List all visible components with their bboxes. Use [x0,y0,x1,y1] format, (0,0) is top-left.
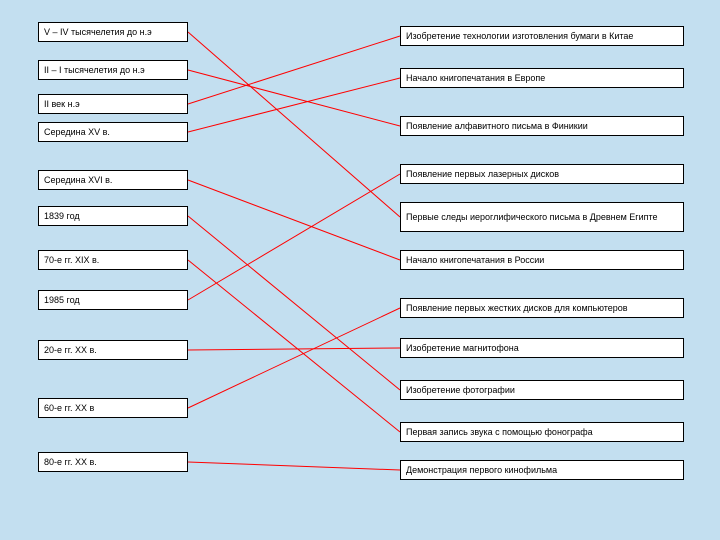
connection-8 [188,348,400,350]
connection-10 [188,462,400,470]
right-item-1: Начало книгопечатания в Европе [400,68,684,88]
left-item-5: 1839 год [38,206,188,226]
left-item-label: 80-е гг. XX в. [44,457,97,467]
right-item-label: Изобретение технологии изготовления бума… [406,31,633,41]
left-item-label: 70-е гг. XIX в. [44,255,99,265]
right-item-6: Появление первых жестких дисков для комп… [400,298,684,318]
right-item-0: Изобретение технологии изготовления бума… [400,26,684,46]
connection-9 [188,308,400,408]
right-item-label: Изобретение магнитофона [406,343,519,353]
right-item-3: Появление первых лазерных дисков [400,164,684,184]
right-item-label: Изобретение фотографии [406,385,515,395]
right-item-label: Первая запись звука с помощью фонографа [406,427,593,437]
connection-6 [188,260,400,432]
left-item-7: 1985 год [38,290,188,310]
right-item-9: Первая запись звука с помощью фонографа [400,422,684,442]
left-item-label: V – IV тысячелетия до н.э [44,27,152,37]
connection-7 [188,174,400,300]
connection-3 [188,78,400,132]
left-item-6: 70-е гг. XIX в. [38,250,188,270]
connection-4 [188,180,400,260]
left-item-label: Середина XV в. [44,127,110,137]
right-item-4: Первые следы иероглифического письма в Д… [400,202,684,232]
right-item-5: Начало книгопечатания в России [400,250,684,270]
connection-5 [188,216,400,390]
left-item-label: II век н.э [44,99,80,109]
connection-1 [188,70,400,126]
connection-2 [188,36,400,104]
right-item-label: Первые следы иероглифического письма в Д… [406,212,658,222]
right-item-8: Изобретение фотографии [400,380,684,400]
left-item-label: 60-е гг. XX в [44,403,94,413]
left-item-2: II век н.э [38,94,188,114]
right-item-2: Появление алфавитного письма в Финикии [400,116,684,136]
left-item-1: II – I тысячелетия до н.э [38,60,188,80]
left-item-4: Середина XVI в. [38,170,188,190]
left-item-8: 20-е гг. XX в. [38,340,188,360]
right-item-label: Начало книгопечатания в России [406,255,544,265]
left-item-label: II – I тысячелетия до н.э [44,65,145,75]
connection-0 [188,32,400,217]
left-item-3: Середина XV в. [38,122,188,142]
left-item-label: 20-е гг. XX в. [44,345,97,355]
left-item-label: 1985 год [44,295,80,305]
left-item-9: 60-е гг. XX в [38,398,188,418]
right-item-label: Начало книгопечатания в Европе [406,73,545,83]
right-item-label: Демонстрация первого кинофильма [406,465,557,475]
left-item-label: Середина XVI в. [44,175,112,185]
right-item-10: Демонстрация первого кинофильма [400,460,684,480]
right-item-label: Появление первых жестких дисков для комп… [406,303,628,313]
left-item-0: V – IV тысячелетия до н.э [38,22,188,42]
right-item-label: Появление первых лазерных дисков [406,169,559,179]
left-item-10: 80-е гг. XX в. [38,452,188,472]
right-item-label: Появление алфавитного письма в Финикии [406,121,588,131]
left-item-label: 1839 год [44,211,80,221]
right-item-7: Изобретение магнитофона [400,338,684,358]
